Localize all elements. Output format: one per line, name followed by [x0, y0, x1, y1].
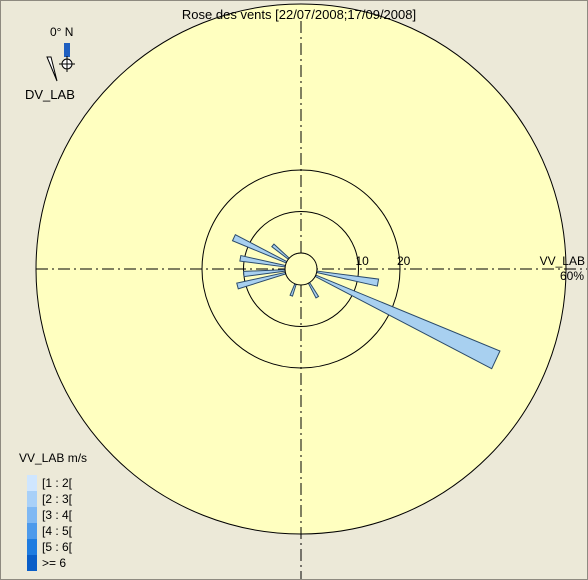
max-percent-label: 60% — [559, 269, 584, 283]
legend-item: [1 : 2[ — [27, 475, 72, 491]
ring-circle — [201, 169, 401, 369]
legend-item-label: [2 : 3[ — [42, 492, 73, 506]
legend-swatch — [27, 555, 37, 571]
legend-item: [3 : 4[ — [27, 507, 72, 523]
legend-item: >= 6 — [27, 555, 72, 571]
legend-swatch — [27, 507, 37, 523]
compass-arrow-icon — [46, 43, 75, 82]
north-label: 0° N — [50, 25, 74, 39]
legend-item: [2 : 3[ — [27, 491, 72, 507]
legend-item-label: [4 : 5[ — [42, 524, 73, 538]
legend-swatch — [27, 491, 37, 507]
center-circle — [284, 252, 318, 286]
legend-item-label: [5 : 6[ — [42, 540, 73, 554]
legend: [1 : 2[ [2 : 3[ [3 : 4[ [4 : 5[ [5 : 6[ … — [27, 475, 72, 571]
legend-item: [5 : 6[ — [27, 539, 72, 555]
ring-label: 20 — [397, 254, 411, 268]
legend-swatch — [27, 475, 37, 491]
legend-swatch — [27, 539, 37, 555]
legend-item-label: >= 6 — [42, 556, 67, 570]
chart-title: Rose des vents [22/07/2008;17/09/2008] — [181, 7, 417, 22]
legend-item-label: [3 : 4[ — [42, 508, 73, 522]
ring-circle — [243, 211, 359, 327]
ring-label: 10 — [356, 254, 370, 268]
legend-title: VV_LAB m/s — [19, 451, 88, 465]
legend-item-label: [1 : 2[ — [42, 476, 73, 490]
direction-variable-label: DV_LAB — [25, 87, 75, 102]
legend-swatch — [27, 523, 37, 539]
speed-variable-label: VV_LAB — [539, 254, 585, 268]
legend-item: [4 : 5[ — [27, 523, 72, 539]
